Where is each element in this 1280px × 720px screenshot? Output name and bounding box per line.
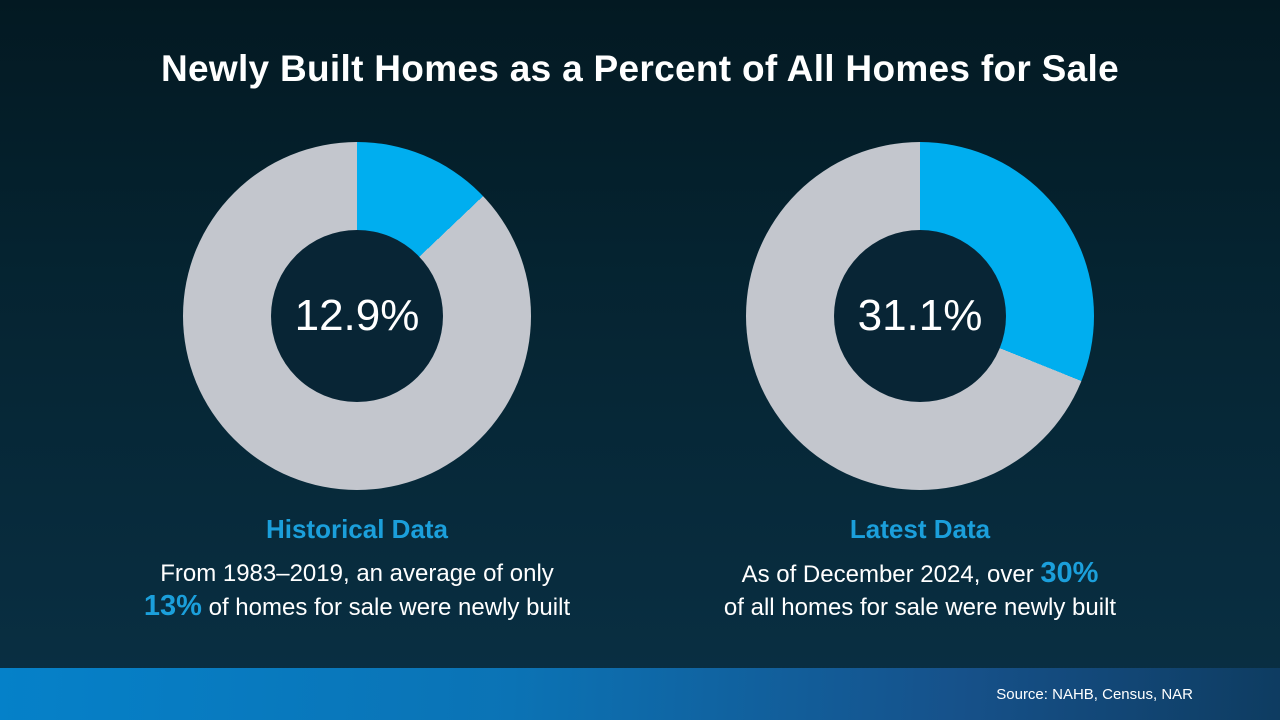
donut-hole (834, 230, 1006, 402)
panel-heading-latest: Latest Data (849, 514, 991, 544)
caption-text: of all homes for sale were newly built (723, 594, 1117, 621)
caption-text: of homes for sale were newly built (201, 594, 571, 621)
caption-emphasis: 30% (1040, 557, 1099, 589)
panel-caption-latest: As of December 2024, over 30% of all home… (690, 557, 1150, 624)
page-title: Newly Built Homes as a Percent of All Ho… (160, 48, 1119, 89)
donut-center-value: 31.1% (857, 291, 983, 340)
panel-caption-historical: From 1983–2019, an average of only 13% of… (127, 557, 587, 624)
donut-hole (271, 230, 443, 402)
chart-panel-latest: 31.1% Latest Data As of December 2024, o… (690, 142, 1150, 624)
caption-text: From 1983–2019, an average of only (160, 560, 554, 587)
caption-emphasis: 13% (143, 590, 202, 622)
caption-line: From 1983–2019, an average of only (127, 557, 587, 590)
donut-chart-historical: 12.9% (183, 142, 531, 490)
chart-panel-historical: 12.9% Historical Data From 1983–2019, an… (127, 142, 587, 624)
panel-heading-historical: Historical Data (265, 514, 449, 544)
caption-line: of all homes for sale were newly built (690, 591, 1150, 624)
source-text: Source: NAHB, Census, NAR (996, 685, 1193, 703)
donut-center-value: 12.9% (294, 291, 420, 340)
footer-bar: Source: NAHB, Census, NAR (0, 668, 1280, 720)
donut-chart-latest: 31.1% (746, 142, 1094, 490)
caption-line: As of December 2024, over 30% (690, 557, 1150, 591)
caption-text: As of December 2024, over (741, 561, 1041, 588)
caption-line: 13% of homes for sale were newly built (127, 590, 587, 624)
